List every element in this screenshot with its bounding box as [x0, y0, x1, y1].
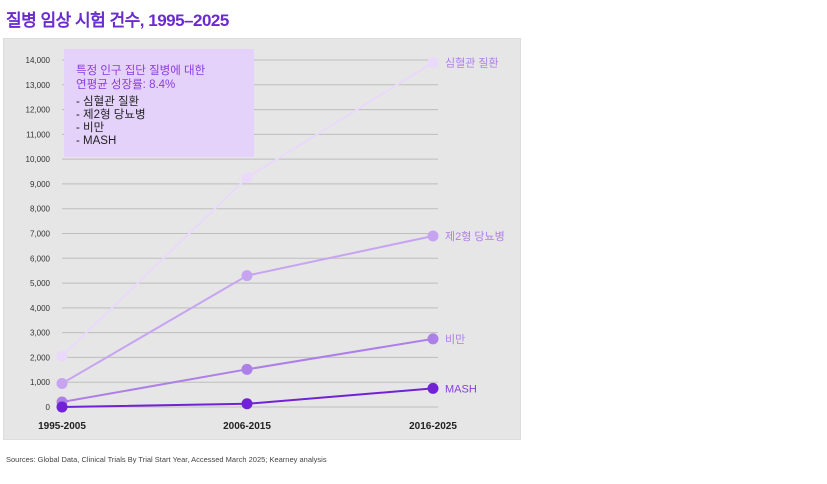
- series-label: MASH: [445, 383, 477, 395]
- y-tick-label: 4,000: [30, 304, 51, 313]
- data-point: [241, 172, 253, 184]
- note-heading-line1: 특정 인구 집단 질병에 대한: [76, 65, 206, 77]
- note-item: MASH: [76, 135, 146, 148]
- series-label: 비만: [445, 333, 465, 346]
- source-note: Sources: Global Data, Clinical Trials By…: [6, 455, 327, 464]
- x-tick-label: 2016-2025: [409, 421, 457, 432]
- y-tick-label: 9,000: [30, 180, 51, 189]
- y-tick-label: 14,000: [26, 56, 51, 65]
- note-heading-line2: 연평균 성장률: 8.4%: [76, 79, 176, 91]
- data-point: [427, 230, 439, 242]
- y-tick-label: 7,000: [30, 230, 51, 239]
- note-item: 비만: [76, 122, 146, 135]
- data-point: [427, 56, 439, 68]
- data-point: [241, 270, 253, 282]
- y-tick-label: 5,000: [30, 279, 51, 288]
- series-label: 제2형 당뇨병: [445, 230, 505, 243]
- x-tick-label: 1995-2005: [38, 421, 86, 432]
- data-point: [427, 333, 439, 345]
- series-label: 심혈관 질환: [445, 55, 499, 69]
- data-point: [427, 382, 439, 394]
- data-point: [56, 401, 68, 413]
- note-item: 제2형 당뇨병: [76, 109, 146, 122]
- y-tick-label: 1,000: [30, 378, 51, 387]
- chart-panel: 0 1,000 2,000 3,000 4,000 5,000 6,000 7,000 8,00…: [3, 38, 521, 440]
- y-tick-label: 6,000: [30, 254, 51, 263]
- y-tick-label: 2,000: [30, 353, 51, 362]
- data-point: [241, 398, 253, 410]
- y-tick-label: 3,000: [30, 329, 51, 338]
- x-tick-label: 2006-2015: [223, 421, 271, 432]
- data-point: [56, 350, 68, 362]
- data-point: [241, 363, 253, 375]
- data-point: [56, 377, 68, 389]
- chart-title: 질병 임상 시험 건수, 1995–2025: [6, 11, 229, 30]
- y-tick-label: 13,000: [26, 81, 51, 90]
- y-tick-label: 8,000: [30, 205, 51, 214]
- y-tick-label: 12,000: [26, 106, 51, 115]
- y-tick-label: 11,000: [26, 130, 50, 139]
- y-tick-label: 10,000: [26, 155, 51, 164]
- y-tick-label: 0: [46, 403, 51, 412]
- line-chart: 0 1,000 2,000 3,000 4,000 5,000 6,000 7,000 8,00…: [26, 55, 505, 432]
- note-item: 심혈관 질환: [76, 96, 146, 109]
- note-list: 심혈관 질환 제2형 당뇨병 비만 MASH: [76, 96, 146, 148]
